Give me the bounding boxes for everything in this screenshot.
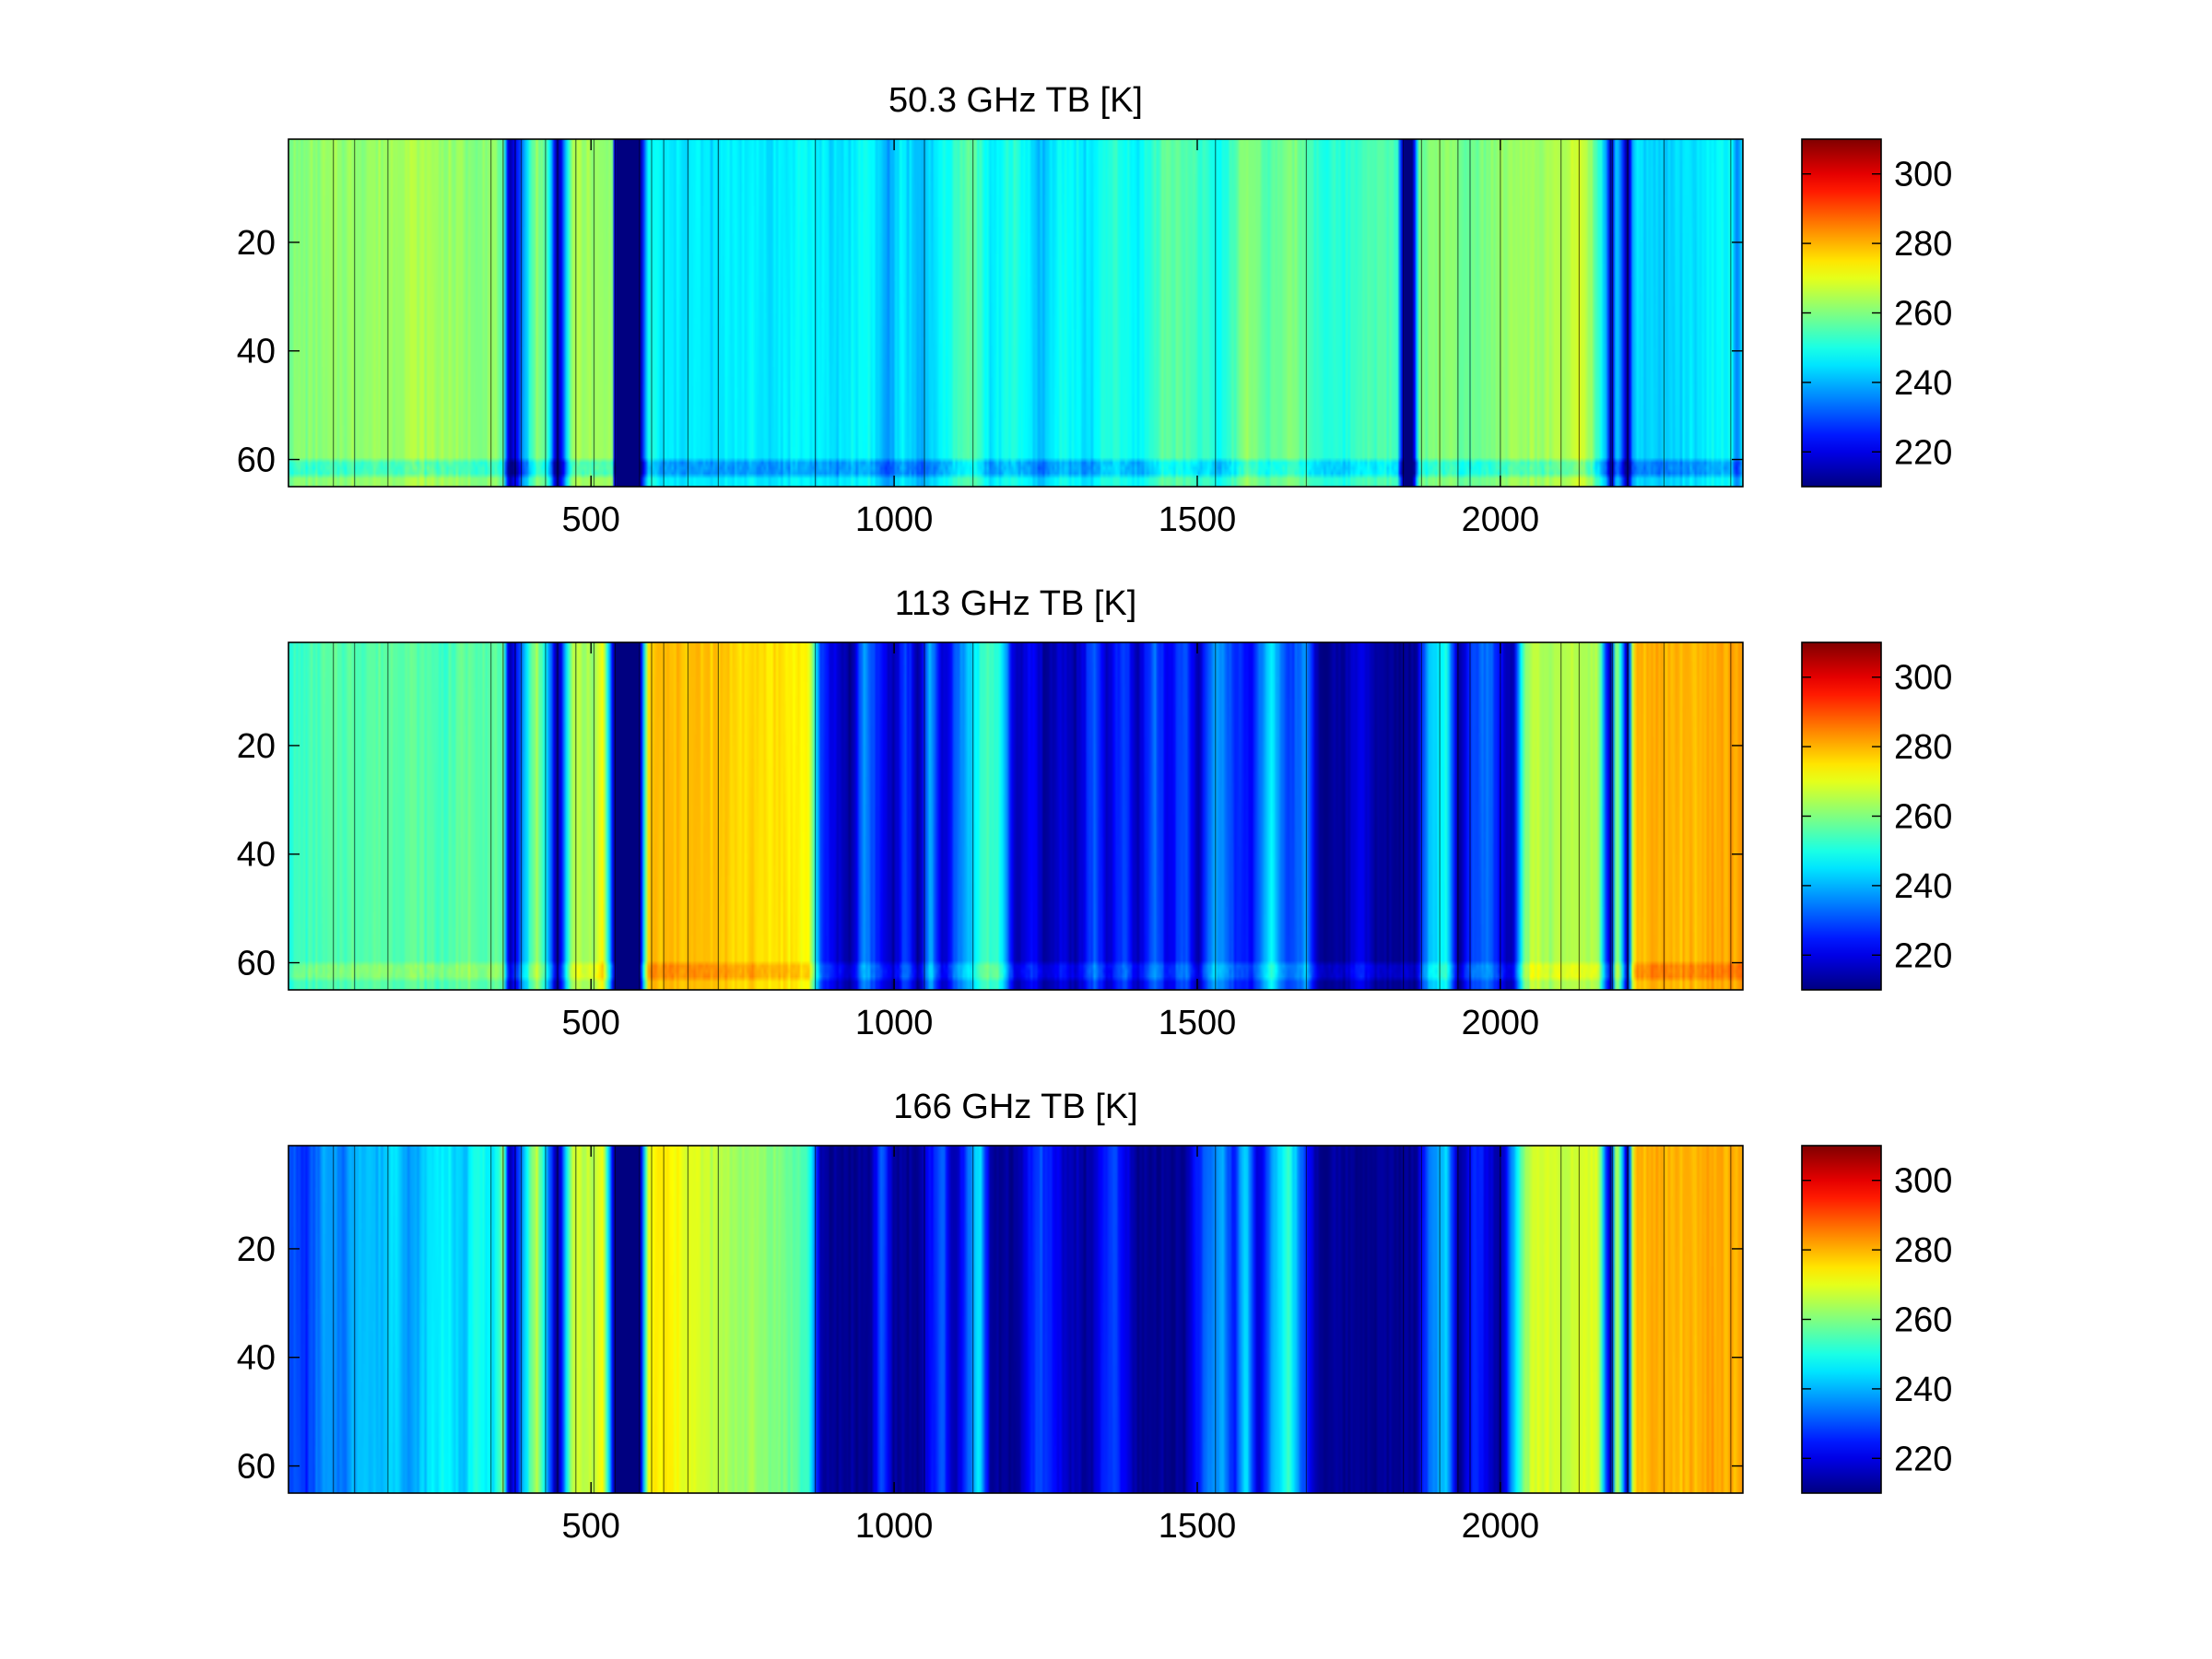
x-tick-label: 1500	[1159, 1507, 1237, 1546]
colorbar-tick-label: 240	[1894, 867, 1952, 906]
axes-frame	[288, 1145, 1744, 1494]
heatmap-image	[288, 1146, 1743, 1493]
colorbar-tick-label: 220	[1894, 433, 1952, 472]
y-tick-label: 20	[237, 727, 276, 766]
x-tick-label: 2000	[1462, 1507, 1540, 1546]
x-tick-label: 500	[562, 1004, 620, 1042]
colorbar	[1801, 1145, 1882, 1494]
axes-frame	[288, 138, 1744, 488]
colorbar-tick-label: 260	[1894, 798, 1952, 837]
colorbar	[1801, 641, 1882, 991]
axes-frame	[288, 641, 1744, 991]
colorbar-tick-label: 280	[1894, 225, 1952, 264]
colorbar-tick-label: 280	[1894, 728, 1952, 767]
y-tick-label: 40	[237, 836, 276, 875]
heatmap-image	[288, 139, 1743, 487]
y-tick-label: 60	[237, 1448, 276, 1487]
colorbar-tick-label: 300	[1894, 156, 1952, 194]
colorbar-tick-label: 260	[1894, 1301, 1952, 1340]
colorbar-tick-label: 240	[1894, 364, 1952, 403]
panel-2: 113 GHz TB [K] 500 1000 1500 2000 20 40 60 220 24…	[237, 584, 1953, 1042]
y-tick-label: 40	[237, 1339, 276, 1378]
y-tick-label: 60	[237, 441, 276, 480]
x-tick-label: 500	[562, 500, 620, 539]
panels: 50.3 GHz TB [K] 500 1000 1500 2000 20 40 60 220 2…	[237, 81, 1953, 1546]
colorbar-tick-label: 280	[1894, 1231, 1952, 1270]
colorbar-tick-label: 300	[1894, 1162, 1952, 1201]
x-tick-label: 500	[562, 1507, 620, 1546]
colorbar-tick-label: 260	[1894, 295, 1952, 334]
panel-title: 50.3 GHz TB [K]	[888, 81, 1143, 120]
y-tick-label: 20	[237, 1230, 276, 1269]
x-tick-label: 2000	[1462, 500, 1540, 539]
colorbar-tick-label: 220	[1894, 936, 1952, 975]
y-tick-label: 40	[237, 333, 276, 371]
y-tick-label: 20	[237, 224, 276, 263]
x-tick-label: 1500	[1159, 500, 1237, 539]
x-tick-label: 2000	[1462, 1004, 1540, 1042]
x-tick-label: 1500	[1159, 1004, 1237, 1042]
x-tick-label: 1000	[855, 1507, 934, 1546]
colorbar-tick-label: 300	[1894, 659, 1952, 698]
panel-title: 113 GHz TB [K]	[895, 584, 1137, 623]
x-tick-label: 1000	[855, 1004, 934, 1042]
x-tick-label: 1000	[855, 500, 934, 539]
panel-title: 166 GHz TB [K]	[893, 1088, 1137, 1126]
panel-1: 50.3 GHz TB [K] 500 1000 1500 2000 20 40 60 220 2…	[237, 81, 1953, 539]
panel-3: 166 GHz TB [K] 500 1000 1500 2000 20 40 60 220 24…	[237, 1088, 1953, 1546]
y-tick-label: 60	[237, 945, 276, 983]
colorbar-tick-label: 220	[1894, 1440, 1952, 1478]
colorbar-tick-label: 240	[1894, 1371, 1952, 1409]
colorbar	[1801, 138, 1882, 488]
heatmap-image	[288, 642, 1743, 990]
